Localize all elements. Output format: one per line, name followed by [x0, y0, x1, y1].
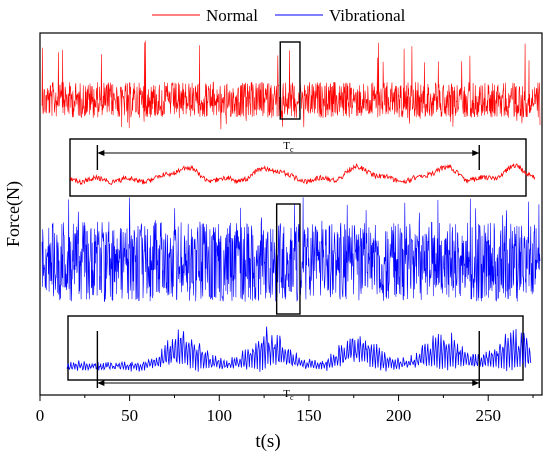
- vibrational-inset-frame: [67, 315, 524, 381]
- tc-arrow-left: [97, 380, 105, 386]
- normal-inset: Tc: [69, 138, 536, 197]
- tc-arrow-right: [472, 150, 480, 156]
- x-tick-label: 50: [121, 406, 138, 425]
- x-tick-label: 150: [296, 406, 322, 425]
- legend-label-vibrational: Vibrational: [329, 6, 406, 25]
- tc-arrow-right: [472, 380, 480, 386]
- legend: Normal Vibrational: [152, 6, 406, 25]
- vibrational-inset-trace: [66, 326, 532, 372]
- normal-inset-trace: [70, 163, 536, 186]
- vibrational-tc-label: Tc: [283, 388, 294, 402]
- normal-signal-line: [41, 40, 541, 130]
- vibrational-highlight-window: [275, 203, 301, 315]
- vibrational-inset-line: [66, 326, 532, 372]
- tc-arrow-left: [97, 150, 105, 156]
- x-tick-label: 250: [475, 406, 501, 425]
- x-tick-label: 100: [207, 406, 233, 425]
- normal-signal-trace: [41, 40, 541, 130]
- vibrational-inset: Tc: [66, 315, 532, 402]
- y-axis-label: Force(N): [3, 181, 24, 247]
- normal-tc-marker: [96, 145, 480, 170]
- x-axis-ticks: 0 50 100 150 200 250: [36, 395, 534, 425]
- normal-inset-line: [70, 163, 536, 186]
- vibrational-tc-marker: [96, 331, 480, 388]
- vibrational-signal-line: [41, 197, 541, 302]
- normal-highlight-window: [279, 41, 301, 120]
- x-tick-label: 200: [386, 406, 412, 425]
- legend-label-normal: Normal: [206, 6, 258, 25]
- normal-inset-frame: [69, 138, 527, 197]
- plot-frame: [39, 32, 543, 396]
- vibrational-signal-trace: [41, 197, 541, 302]
- x-tick-label: 0: [36, 406, 45, 425]
- normal-tc-label: Tc: [283, 140, 294, 154]
- x-axis-label: t(s): [255, 431, 280, 452]
